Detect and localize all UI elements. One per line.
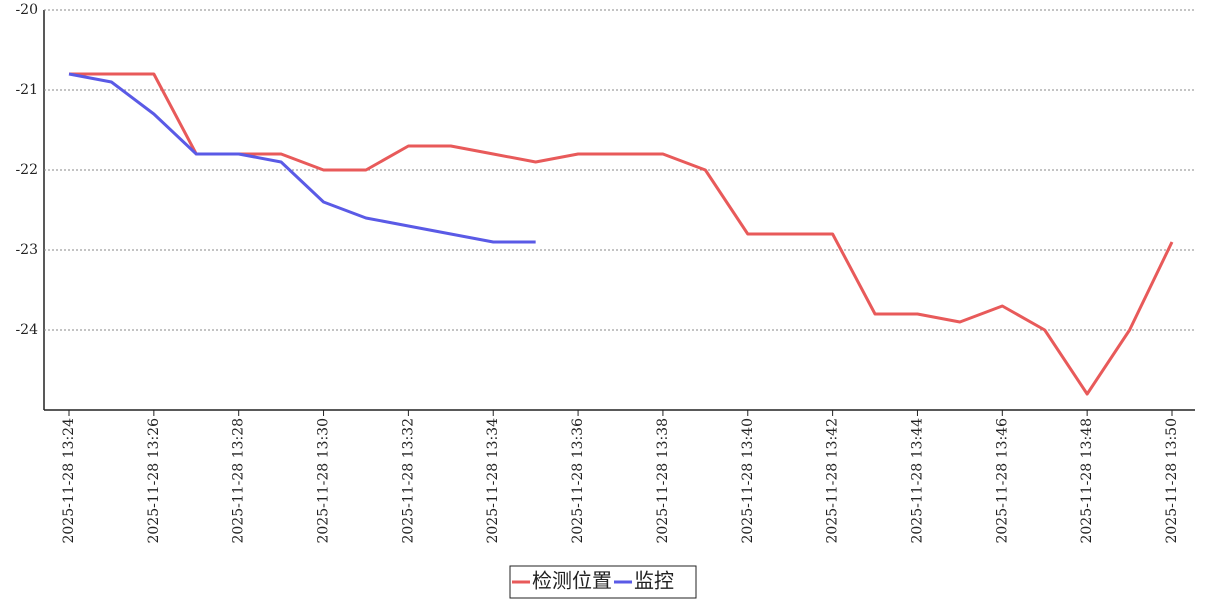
x-tick-label: 2025-11-28 13:44	[909, 418, 925, 544]
y-tick-label: -23	[15, 242, 38, 258]
y-tick-label: -24	[15, 322, 38, 338]
x-tick-label: 2025-11-28 13:42	[825, 418, 841, 544]
y-tick-label: -21	[15, 82, 38, 98]
line-series	[68, 72, 536, 244]
x-tick-label: 2025-11-28 13:28	[231, 418, 247, 544]
y-tick-label: -20	[15, 2, 38, 18]
x-tick-label: 2025-11-28 13:36	[570, 418, 586, 544]
x-tick-label: 2025-11-28 13:32	[400, 418, 416, 544]
legend-box	[509, 565, 697, 599]
x-tick-label: 2025-11-28 13:26	[146, 418, 162, 544]
x-tick-label: 2025-11-28 13:40	[740, 418, 756, 544]
legend-label: 检测位置	[532, 569, 612, 593]
x-tick-label: 2025-11-28 13:24	[61, 418, 77, 544]
x-tick-label: 2025-11-28 13:34	[485, 418, 501, 544]
x-tick-label: 2025-11-28 13:38	[655, 418, 671, 544]
x-tick-label: 2025-11-28 13:48	[1079, 418, 1095, 544]
line-series	[69, 72, 1174, 396]
legend-label: 监控	[634, 569, 674, 593]
x-tick-label: 2025-11-28 13:30	[316, 418, 332, 544]
y-tick-label: -22	[15, 162, 38, 178]
x-tick-label: 2025-11-28 13:50	[1164, 418, 1180, 544]
x-tick-label: 2025-11-28 13:46	[994, 418, 1010, 544]
